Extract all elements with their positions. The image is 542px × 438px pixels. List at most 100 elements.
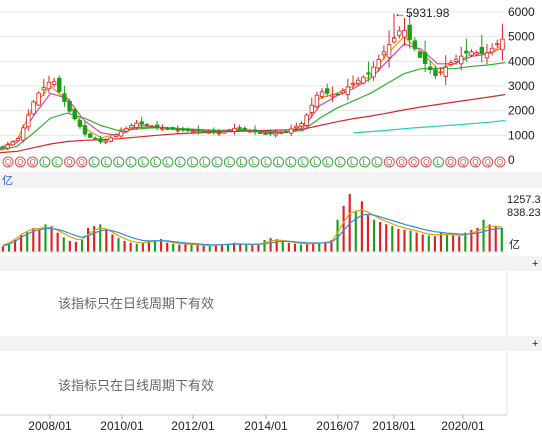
indicator-2-header[interactable]	[0, 336, 542, 351]
candle-body[interactable]	[489, 47, 495, 53]
indicator-1-expand-icon[interactable]: +	[532, 258, 538, 270]
volume-bar[interactable]	[397, 228, 400, 252]
l-event-marker[interactable]	[100, 156, 112, 168]
l-event-marker[interactable]	[297, 156, 309, 168]
candle-body[interactable]	[330, 94, 335, 97]
q-event-marker[interactable]	[64, 156, 75, 168]
volume-bar[interactable]	[172, 243, 175, 252]
candle-body[interactable]	[314, 94, 320, 108]
candle-body[interactable]	[232, 127, 237, 132]
volume-bar[interactable]	[166, 242, 169, 252]
candle-body[interactable]	[458, 55, 464, 65]
volume-bar[interactable]	[26, 232, 29, 252]
l-event-marker[interactable]	[371, 156, 383, 168]
volume-bar[interactable]	[452, 235, 455, 252]
candle-body[interactable]	[448, 62, 454, 65]
candle-body[interactable]	[57, 77, 62, 92]
candle-body[interactable]	[412, 40, 418, 50]
candle-body[interactable]	[479, 47, 485, 54]
volume-bar[interactable]	[366, 215, 370, 252]
candle-body[interactable]	[196, 129, 201, 132]
volume-bar[interactable]	[38, 229, 41, 252]
candle-body[interactable]	[87, 133, 93, 138]
l-event-marker[interactable]	[236, 156, 248, 168]
candle-body[interactable]	[10, 141, 16, 146]
q-event-marker[interactable]	[383, 156, 395, 168]
volume-bar[interactable]	[312, 243, 315, 252]
candle-body[interactable]	[31, 101, 36, 115]
l-event-marker[interactable]	[322, 156, 334, 168]
candle-body[interactable]	[252, 129, 258, 133]
candle-body[interactable]	[26, 114, 31, 128]
l-event-marker[interactable]	[39, 156, 51, 168]
volume-bar[interactable]	[141, 242, 144, 252]
volume-bar[interactable]	[470, 229, 473, 252]
candle-body[interactable]	[211, 130, 217, 133]
l-event-marker[interactable]	[346, 156, 358, 168]
volume-bar[interactable]	[202, 245, 205, 252]
l-event-marker[interactable]	[51, 156, 63, 168]
volume-bar[interactable]	[7, 243, 11, 252]
l-event-marker[interactable]	[223, 156, 235, 168]
candle-body[interactable]	[278, 131, 284, 134]
l-event-marker[interactable]	[310, 156, 321, 168]
volume-bar[interactable]	[299, 244, 303, 252]
l-event-marker[interactable]	[137, 156, 149, 168]
volume-bar[interactable]	[330, 240, 333, 252]
candle-body[interactable]	[417, 51, 423, 58]
l-event-marker[interactable]	[162, 156, 174, 168]
candle-body[interactable]	[376, 59, 381, 69]
candle-body[interactable]	[124, 128, 129, 132]
candle-body[interactable]	[288, 128, 294, 134]
l-event-marker[interactable]	[248, 156, 260, 168]
candle-body[interactable]	[221, 130, 227, 134]
candle-body[interactable]	[464, 50, 469, 54]
candle-body[interactable]	[0, 146, 5, 149]
volume-bar[interactable]	[476, 228, 479, 252]
candle-body[interactable]	[15, 138, 21, 142]
volume-bar[interactable]	[251, 244, 254, 252]
volume-bar[interactable]	[190, 244, 193, 252]
q-event-marker[interactable]	[2, 156, 14, 168]
volume-bar[interactable]	[281, 240, 284, 252]
candle-body[interactable]	[108, 137, 113, 142]
candle-body[interactable]	[474, 52, 479, 55]
l-event-marker[interactable]	[273, 156, 285, 168]
volume-bar[interactable]	[379, 222, 382, 252]
candle-body[interactable]	[361, 76, 366, 84]
volume-bar[interactable]	[257, 243, 260, 252]
volume-bar[interactable]	[445, 234, 449, 252]
candle-body[interactable]	[113, 134, 119, 138]
candle-body[interactable]	[93, 137, 98, 140]
q-event-marker[interactable]	[27, 156, 39, 168]
candle-body[interactable]	[453, 58, 459, 62]
l-event-marker[interactable]	[113, 156, 125, 168]
volume-bar[interactable]	[105, 229, 108, 252]
candle-body[interactable]	[268, 131, 273, 135]
volume-bar[interactable]	[178, 244, 181, 252]
volume-bar[interactable]	[208, 246, 211, 252]
candle-body[interactable]	[433, 69, 438, 77]
candle-body[interactable]	[154, 124, 160, 128]
volume-bar[interactable]	[385, 224, 388, 252]
volume-bar[interactable]	[44, 224, 47, 252]
candle-body[interactable]	[422, 52, 428, 64]
candle-body[interactable]	[283, 131, 289, 133]
volume-bar[interactable]	[196, 245, 199, 252]
candle-body[interactable]	[386, 44, 392, 58]
volume-bar[interactable]	[427, 235, 430, 252]
volume-bar[interactable]	[324, 241, 327, 252]
q-event-marker[interactable]	[396, 156, 408, 168]
volume-bar[interactable]	[123, 240, 126, 252]
candle-body[interactable]	[258, 132, 263, 134]
volume-bar[interactable]	[1, 246, 4, 252]
volume-bar[interactable]	[56, 232, 59, 252]
volume-panel[interactable]: 1257.3 838.23 亿	[0, 193, 541, 253]
candle-body[interactable]	[304, 114, 309, 126]
l-event-marker[interactable]	[187, 156, 198, 168]
volume-bar[interactable]	[74, 241, 77, 252]
q-event-marker[interactable]	[408, 156, 420, 168]
candle-body[interactable]	[129, 125, 134, 129]
